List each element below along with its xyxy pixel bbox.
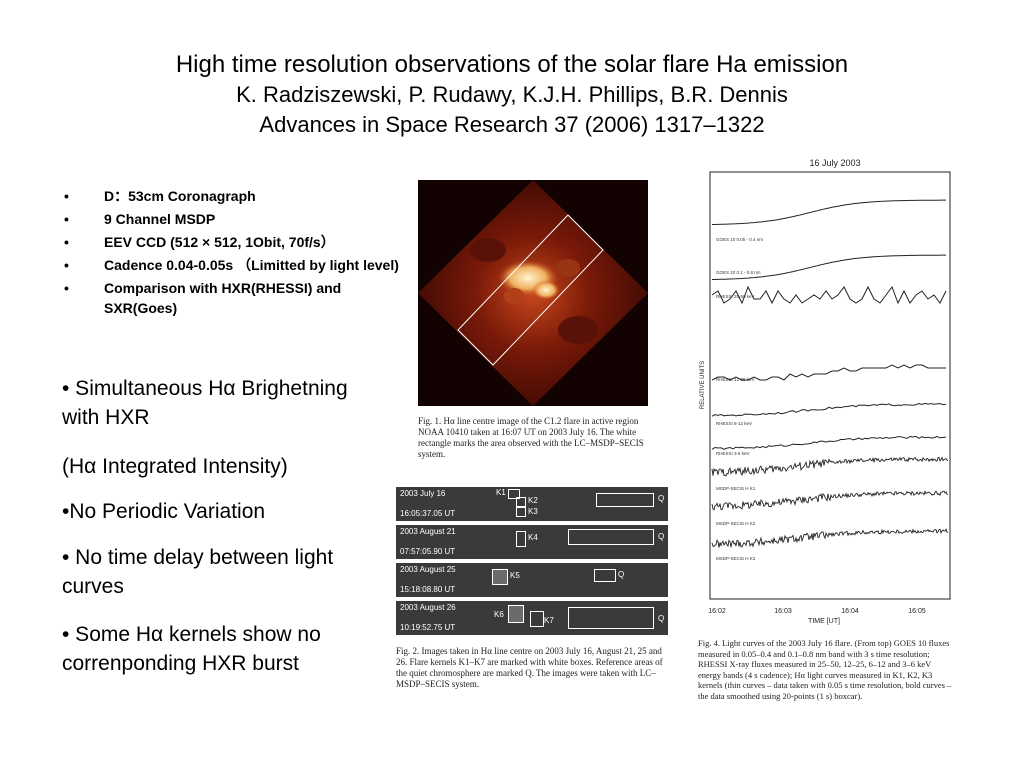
fig4-frame bbox=[709, 171, 951, 600]
light-curve bbox=[711, 528, 949, 548]
strip-time: 15:18:08.80 UT bbox=[400, 585, 456, 594]
curve-label: RHESSI 25-50 keV bbox=[716, 294, 755, 299]
quiet-area-label: Q bbox=[658, 494, 665, 503]
quiet-area-box bbox=[596, 493, 654, 507]
light-curve bbox=[711, 402, 947, 417]
bullet-item: Cadence 0.04-0.05s （Limitted by light le… bbox=[64, 255, 404, 275]
curve-label: RHESSI 6-12 keV bbox=[716, 421, 752, 426]
kernel-label: K2 bbox=[528, 496, 538, 505]
fig4-curves bbox=[711, 199, 949, 548]
bullet-item: D：53cm Coronagraph bbox=[64, 186, 404, 206]
light-curve bbox=[711, 364, 946, 381]
fig4-title: 16 July 2003 bbox=[809, 158, 860, 168]
kernel-box bbox=[516, 531, 526, 547]
kernel-label: K6 bbox=[494, 610, 504, 619]
point-item: (Hα Integrated Intensity) bbox=[62, 455, 288, 478]
bullet-item: EEV CCD (512 × 512, 1Obit, 70f/s） bbox=[64, 232, 404, 252]
curve-label: RHESSI 12-25 keV bbox=[716, 377, 755, 382]
point-item: • No time delay between light curves bbox=[62, 546, 334, 598]
quiet-area-label: Q bbox=[658, 614, 665, 623]
fig4-caption: Fig. 4. Light curves of the 2003 July 16… bbox=[698, 638, 952, 701]
fig1-halpha-image bbox=[418, 180, 648, 406]
quiet-area-box bbox=[568, 607, 654, 629]
strip-date: 2003 July 16 bbox=[400, 489, 446, 498]
point-item: • Some Hα kernels show no correnponding … bbox=[62, 623, 321, 675]
fig4-curve-labels: GOES 10 0.05 - 0.4 nm GOES 10 0.1 - 0.8 n… bbox=[716, 237, 763, 561]
strip-date: 2003 August 21 bbox=[400, 527, 456, 536]
strip-time: 07:57:05.90 UT bbox=[400, 547, 456, 556]
curve-label: MSDP-SECIS H K2 bbox=[716, 521, 756, 526]
light-curve bbox=[711, 285, 947, 305]
kernel-box bbox=[492, 569, 508, 585]
fig2-strip: 2003 August 21 07:57:05.90 UT K4 Q bbox=[396, 525, 668, 559]
light-curve bbox=[712, 254, 946, 280]
point-item: • Simultaneous Hα Brighetning with HXR bbox=[62, 377, 348, 429]
fig4-xtick: 16:05 bbox=[908, 608, 926, 615]
kernel-box bbox=[516, 497, 526, 507]
strip-date: 2003 August 25 bbox=[400, 565, 456, 574]
quiet-area-box bbox=[568, 529, 654, 545]
slide-title: High time resolution observations of the… bbox=[175, 51, 849, 78]
quiet-area-label: Q bbox=[658, 532, 665, 541]
bullet-item: Comparison with HXR(RHESSI) and SXR(Goes… bbox=[64, 278, 404, 318]
fig4-xtick: 16:02 bbox=[708, 608, 726, 615]
fig2-strip: 2003 July 16 16:05:37.05 UT K1 K2 K3 Q bbox=[396, 487, 668, 521]
light-curve bbox=[711, 435, 947, 450]
kernel-label: K4 bbox=[528, 533, 538, 542]
strip-time: 10:19:52.75 UT bbox=[400, 623, 456, 632]
quiet-area-box bbox=[594, 569, 616, 582]
fig4-xtick: 16:04 bbox=[841, 608, 859, 615]
kernel-box bbox=[516, 507, 526, 517]
fig4-ylabel: RELATIVE UNITS bbox=[700, 361, 706, 409]
fig2-strip: 2003 August 25 15:18:08.80 UT K5 Q bbox=[396, 563, 668, 597]
fig1-caption: Fig. 1. Hα line centre image of the C1.2… bbox=[418, 416, 644, 459]
fig4-light-curves: 16 July 2003 RELATIVE UNITS TIME [UT] 16… bbox=[690, 155, 960, 635]
fig4-xlabel: TIME [UT] bbox=[808, 618, 840, 625]
point-item: •No Periodic Variation bbox=[62, 500, 266, 523]
kernel-box bbox=[508, 489, 520, 499]
quiet-area-label: Q bbox=[618, 570, 625, 579]
fig4-plot: 16 July 2003 RELATIVE UNITS TIME [UT] 16… bbox=[700, 158, 951, 625]
kernel-label: K7 bbox=[544, 616, 554, 625]
kernel-label: K3 bbox=[528, 507, 538, 516]
curve-label: RHESSI 3-6 keV bbox=[716, 451, 750, 456]
curve-label: GOES 10 0.1 - 0.8 nm bbox=[716, 270, 761, 275]
slide-title-block: High time resolution observations of the… bbox=[0, 50, 1024, 140]
curve-label: MSDP-SECIS H K1 bbox=[716, 486, 756, 491]
curve-label: MSDP-SECIS H K3 bbox=[716, 556, 756, 561]
strip-time: 16:05:37.05 UT bbox=[400, 509, 456, 518]
kernel-box bbox=[508, 605, 524, 623]
fig2-caption: Fig. 2. Images taken in Hα line centre o… bbox=[396, 646, 663, 689]
bullet-item: 9 Channel MSDP bbox=[64, 209, 404, 229]
strip-date: 2003 August 26 bbox=[400, 603, 456, 612]
light-curve bbox=[711, 456, 949, 477]
light-curve bbox=[711, 489, 949, 511]
authors: K. Radziszewski, P. Rudawy, K.J.H. Phill… bbox=[236, 82, 788, 107]
fig2-strip: 2003 August 26 10:19:52.75 UT K6 K7 Q bbox=[396, 601, 668, 635]
light-curve bbox=[712, 199, 946, 225]
curve-label: GOES 10 0.05 - 0.4 nm bbox=[716, 237, 763, 242]
instrument-bullets: D：53cm Coronagraph 9 Channel MSDP EEV CC… bbox=[64, 186, 404, 321]
kernel-label: K1 bbox=[496, 488, 506, 497]
kernel-box bbox=[530, 611, 544, 627]
fig4-xtick: 16:03 bbox=[774, 608, 792, 615]
kernel-label: K5 bbox=[510, 571, 520, 580]
fig1-image-graphic bbox=[418, 180, 648, 406]
citation: Advances in Space Research 37 (2006) 131… bbox=[259, 112, 765, 137]
